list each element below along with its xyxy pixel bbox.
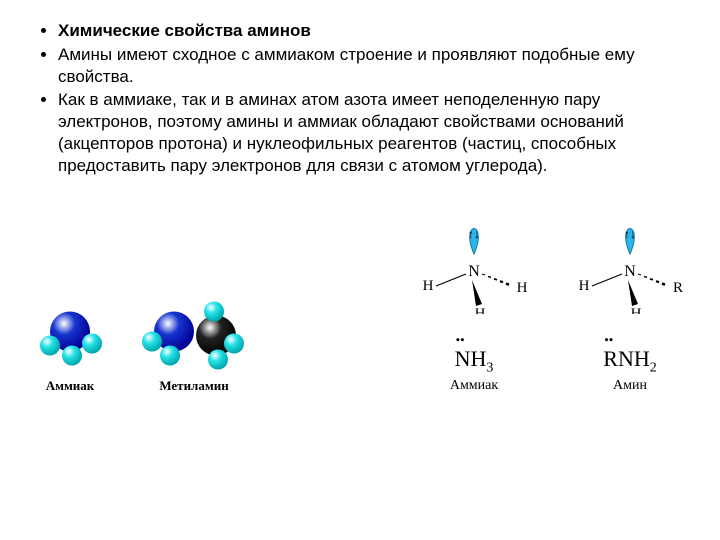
ammonia-formula: .. NH3 (455, 316, 494, 376)
diagram-area: Аммиак Метиламин ↑↓NHHH .. NH3 Аммиак ↑↓… (30, 204, 690, 393)
lewis-amine-svg: ↑↓ N H H R (570, 204, 690, 314)
bullet-item: Амины имеют сходное с аммиаком строение … (58, 44, 690, 88)
formula-sub: 3 (486, 361, 493, 376)
lewis-ammonia: ↑↓NHHH .. NH3 Аммиак (414, 204, 534, 393)
bullet-list: Химические свойства аминовАмины имеют сх… (30, 20, 690, 176)
svg-text:H: H (579, 278, 590, 294)
ammonia-caption: Аммиак (450, 378, 498, 394)
lewis-amine: ↑↓NHHR .. RNH2 Амин (570, 204, 690, 393)
svg-text:H: H (517, 280, 528, 296)
svg-text:N: N (468, 263, 480, 280)
molecule-3d-group: Аммиак Метиламин (30, 294, 254, 394)
ammonia-3d: Аммиак (30, 294, 110, 394)
lewis-group: ↑↓NHHH .. NH3 Аммиак ↑↓NHHR .. RNH2 Амин (414, 204, 690, 393)
formula-h: H (634, 346, 650, 371)
formula-sub: 2 (650, 361, 657, 376)
svg-text:↑↓: ↑↓ (624, 227, 636, 241)
lone-pair-dots: .. (603, 318, 612, 347)
methylamine-label: Метиламин (159, 378, 228, 394)
formula-prefix: RN (603, 346, 634, 371)
lone-pair-dots: .. (455, 318, 464, 347)
amine-caption: Амин (613, 378, 647, 394)
methylamine-svg (134, 294, 254, 374)
svg-text:H: H (475, 306, 486, 314)
svg-text:R: R (673, 280, 683, 296)
svg-text:H: H (631, 306, 642, 314)
formula-prefix: N (455, 346, 471, 371)
formula-h: H (471, 346, 487, 371)
methylamine-3d: Метиламин (134, 294, 254, 394)
ammonia-label: Аммиак (46, 378, 95, 394)
bullet-item: Как в аммиаке, так и в аминах атом азота… (58, 89, 690, 176)
amine-formula: .. RNH2 (603, 316, 656, 376)
lewis-ammonia-svg: ↑↓ N H H H (414, 204, 534, 314)
svg-text:H: H (423, 278, 434, 294)
bullet-item: Химические свойства аминов (58, 20, 690, 42)
svg-text:↑↓: ↑↓ (468, 227, 480, 241)
svg-text:N: N (624, 263, 636, 280)
ammonia-svg (30, 294, 110, 374)
